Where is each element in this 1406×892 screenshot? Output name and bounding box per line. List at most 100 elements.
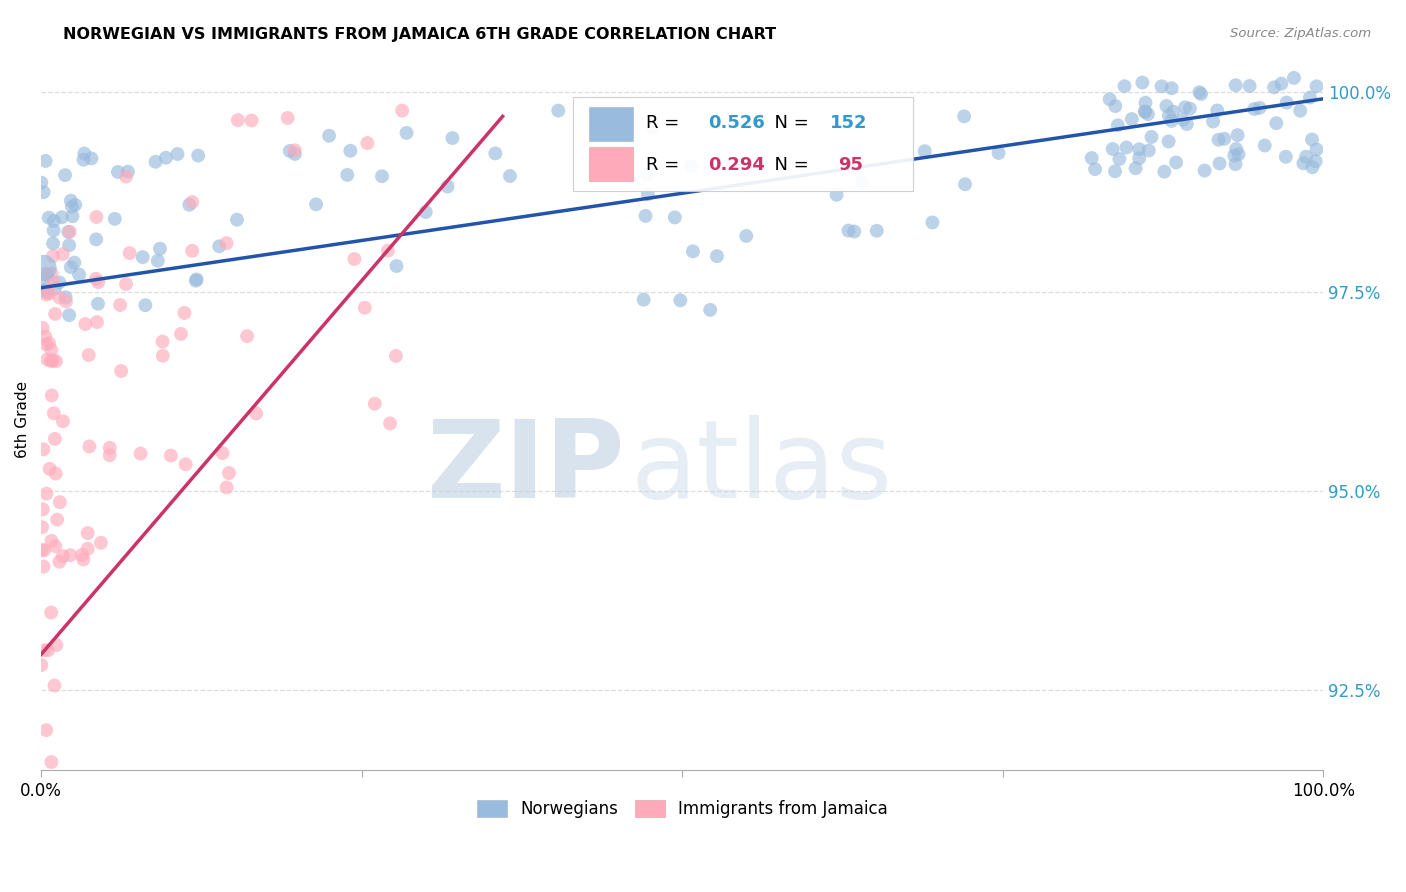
Point xyxy=(187,148,209,162)
Point xyxy=(1160,114,1182,128)
Point xyxy=(921,215,943,229)
Point xyxy=(1305,154,1327,169)
Point xyxy=(58,308,80,322)
Point xyxy=(1275,95,1298,110)
Point xyxy=(1080,151,1102,165)
Point xyxy=(62,209,84,223)
Point xyxy=(72,153,94,167)
Point xyxy=(170,326,193,341)
Point xyxy=(1171,112,1194,127)
Text: R =: R = xyxy=(647,114,685,132)
Point xyxy=(637,187,659,202)
Point xyxy=(236,329,259,343)
Point xyxy=(1115,140,1137,154)
Point xyxy=(44,539,66,553)
Point xyxy=(1189,87,1212,101)
Point xyxy=(851,175,873,189)
Point xyxy=(825,187,848,202)
Point xyxy=(70,548,93,562)
Point xyxy=(634,209,657,223)
Point xyxy=(179,198,201,212)
Point xyxy=(42,236,65,251)
Point xyxy=(42,406,65,420)
Point xyxy=(32,543,55,558)
Point xyxy=(441,131,464,145)
Point xyxy=(1225,142,1247,156)
Point xyxy=(1125,161,1147,176)
Point xyxy=(45,638,67,652)
Point xyxy=(42,214,65,228)
Text: N =: N = xyxy=(763,155,814,174)
Point xyxy=(77,348,100,362)
Point xyxy=(1175,117,1198,131)
Point xyxy=(953,178,976,192)
Point xyxy=(837,223,859,237)
Point xyxy=(748,111,770,125)
Point xyxy=(318,128,340,143)
Point xyxy=(107,165,129,179)
Text: 95: 95 xyxy=(838,155,863,174)
Point xyxy=(1239,78,1261,93)
Point xyxy=(1208,156,1230,170)
Point xyxy=(31,321,53,335)
Point xyxy=(1213,132,1236,146)
Point xyxy=(1133,104,1156,119)
Text: atlas: atlas xyxy=(631,416,893,521)
Point xyxy=(63,255,86,269)
Point xyxy=(32,442,55,457)
Point xyxy=(1301,160,1323,174)
Point xyxy=(75,317,97,331)
Point xyxy=(173,306,195,320)
Point xyxy=(152,334,174,349)
Point xyxy=(31,502,53,516)
Point xyxy=(1104,99,1126,113)
Point xyxy=(65,198,87,212)
Text: ZIP: ZIP xyxy=(426,416,624,521)
Point xyxy=(117,164,139,178)
Point xyxy=(41,267,63,281)
Point xyxy=(1084,162,1107,177)
Point xyxy=(240,113,263,128)
Point xyxy=(391,103,413,118)
Point xyxy=(84,232,107,246)
Point xyxy=(49,495,72,509)
Point xyxy=(1114,79,1136,94)
Point xyxy=(46,513,69,527)
Point xyxy=(1178,102,1201,116)
Point xyxy=(155,151,177,165)
Point xyxy=(1226,128,1249,143)
Point xyxy=(44,282,66,296)
Point xyxy=(664,211,686,225)
Point xyxy=(1164,155,1187,169)
Point xyxy=(1206,103,1229,118)
Point xyxy=(59,225,82,239)
Bar xyxy=(589,107,634,141)
Point xyxy=(1208,133,1230,147)
Point xyxy=(215,236,238,251)
Point xyxy=(1292,156,1315,170)
Point xyxy=(226,113,249,128)
Text: Source: ZipAtlas.com: Source: ZipAtlas.com xyxy=(1230,27,1371,40)
Point xyxy=(146,253,169,268)
Point xyxy=(277,111,299,125)
Point xyxy=(377,244,399,258)
Point xyxy=(226,212,249,227)
Point xyxy=(1295,150,1317,164)
Point xyxy=(48,291,70,305)
Point xyxy=(35,267,58,281)
Text: N =: N = xyxy=(763,114,814,132)
Point xyxy=(79,439,101,453)
Point xyxy=(45,467,67,481)
Point xyxy=(37,268,59,283)
Point xyxy=(1188,85,1211,99)
Point xyxy=(184,274,207,288)
Point xyxy=(1098,92,1121,106)
Point xyxy=(633,293,655,307)
Point xyxy=(38,336,60,351)
Point xyxy=(42,223,65,237)
Point xyxy=(682,244,704,259)
Point xyxy=(484,146,506,161)
Text: 152: 152 xyxy=(830,114,868,132)
Point xyxy=(547,103,569,118)
Point xyxy=(60,200,83,214)
